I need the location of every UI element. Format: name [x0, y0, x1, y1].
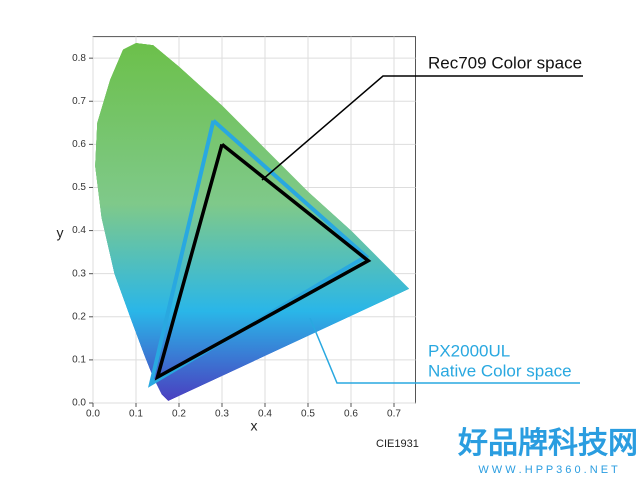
y-tick-label: 0.2 [72, 311, 86, 322]
x-axis-label: x [251, 418, 258, 434]
y-axis-label: y [57, 225, 64, 241]
watermark: 好品牌科技网 [457, 427, 638, 460]
y-tick-label: 0.3 [72, 268, 86, 279]
x-tick-label: 0.5 [301, 409, 315, 420]
series-layer [148, 119, 372, 388]
leader-line [309, 317, 580, 384]
y-tick-label: 0.4 [72, 225, 86, 236]
annotation: Native Color space [428, 361, 572, 380]
x-tick-label: 0.4 [258, 409, 272, 420]
watermark: W W W . H P P 3 6 0 . N E T [478, 464, 618, 476]
x-tick-label: 0.0 [86, 409, 100, 420]
y-tick-label: 0.0 [72, 398, 86, 409]
x-tick-label: 0.3 [215, 409, 229, 420]
y-tick-label: 0.5 [72, 182, 86, 193]
x-tick-label: 0.7 [387, 409, 401, 420]
annotation: CIE1931 [376, 438, 419, 450]
spectral-locus [95, 43, 409, 401]
x-tick-label: 0.6 [344, 409, 358, 420]
annotation: Rec709 Color space [428, 53, 582, 72]
series-line [154, 142, 372, 381]
x-tick-label: 0.1 [129, 409, 143, 420]
leader-line [261, 75, 583, 181]
y-tick-label: 0.1 [72, 355, 86, 366]
y-tick-label: 0.6 [72, 139, 86, 150]
x-tick-label: 0.2 [172, 409, 186, 420]
y-tick-label: 0.8 [72, 53, 86, 64]
y-tick-label: 0.7 [72, 96, 86, 107]
annotation: PX2000UL [428, 341, 510, 360]
